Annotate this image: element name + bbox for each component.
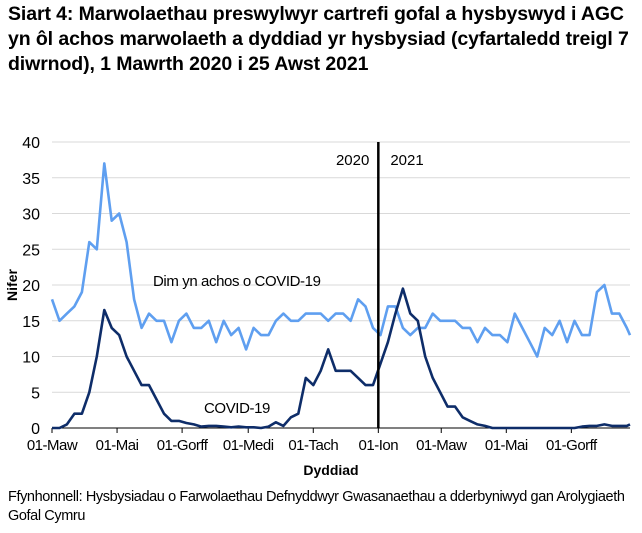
y-tick-label: 25 — [22, 242, 40, 259]
y-tick-label: 20 — [22, 278, 40, 295]
x-tick-label: 01-Medi — [223, 437, 274, 454]
source-note: Ffynhonnell: Hysbysiadau o Farwolaethau … — [8, 489, 625, 524]
y-tick-label: 0 — [31, 421, 40, 438]
x-tick-label: 01-Maw — [416, 437, 467, 454]
y-tick-label: 10 — [22, 350, 40, 367]
x-tick-label: 01-Gorff — [157, 437, 209, 454]
x-axis-title: Dyddiad — [303, 462, 358, 478]
y-tick-label: 30 — [22, 207, 40, 224]
x-tick-label: 01-Tach — [288, 437, 338, 454]
chart-title: Siart 4: Marwolaethau preswylwyr cartref… — [8, 3, 629, 75]
series-label-non-covid: Dim yn achos o COVID-19 — [153, 273, 321, 290]
x-tick-label: 01-Ion — [359, 437, 399, 454]
x-axis: 01-Maw 01-Mai 01-Gorff 01-Medi 01-Tach 01-Ion… — [27, 427, 630, 454]
series-line-non-covid — [50, 162, 632, 358]
y-tick-label: 40 — [22, 135, 40, 152]
year-label-right: 2021 — [390, 152, 423, 169]
series-label-covid: COVID-19 — [204, 400, 270, 417]
y-axis-title: Nifer — [4, 269, 20, 301]
x-tick-label: 01-Mai — [96, 437, 139, 454]
x-tick-label: 01-Gorff — [546, 437, 598, 454]
year-divider: 2020 2021 — [336, 142, 424, 428]
y-tick-label: 35 — [22, 171, 40, 188]
gridlines — [52, 141, 630, 393]
y-tick-label: 15 — [22, 314, 40, 331]
y-tick-label: 5 — [31, 385, 40, 402]
series-line-covid — [52, 287, 631, 430]
x-tick-label: 01-Maw — [27, 437, 78, 454]
y-axis-ticks: 0 5 10 15 20 25 30 35 40 — [22, 135, 40, 438]
x-tick-label: 01-Mai — [485, 437, 528, 454]
series-lines — [50, 162, 632, 430]
year-label-left: 2020 — [336, 152, 369, 169]
